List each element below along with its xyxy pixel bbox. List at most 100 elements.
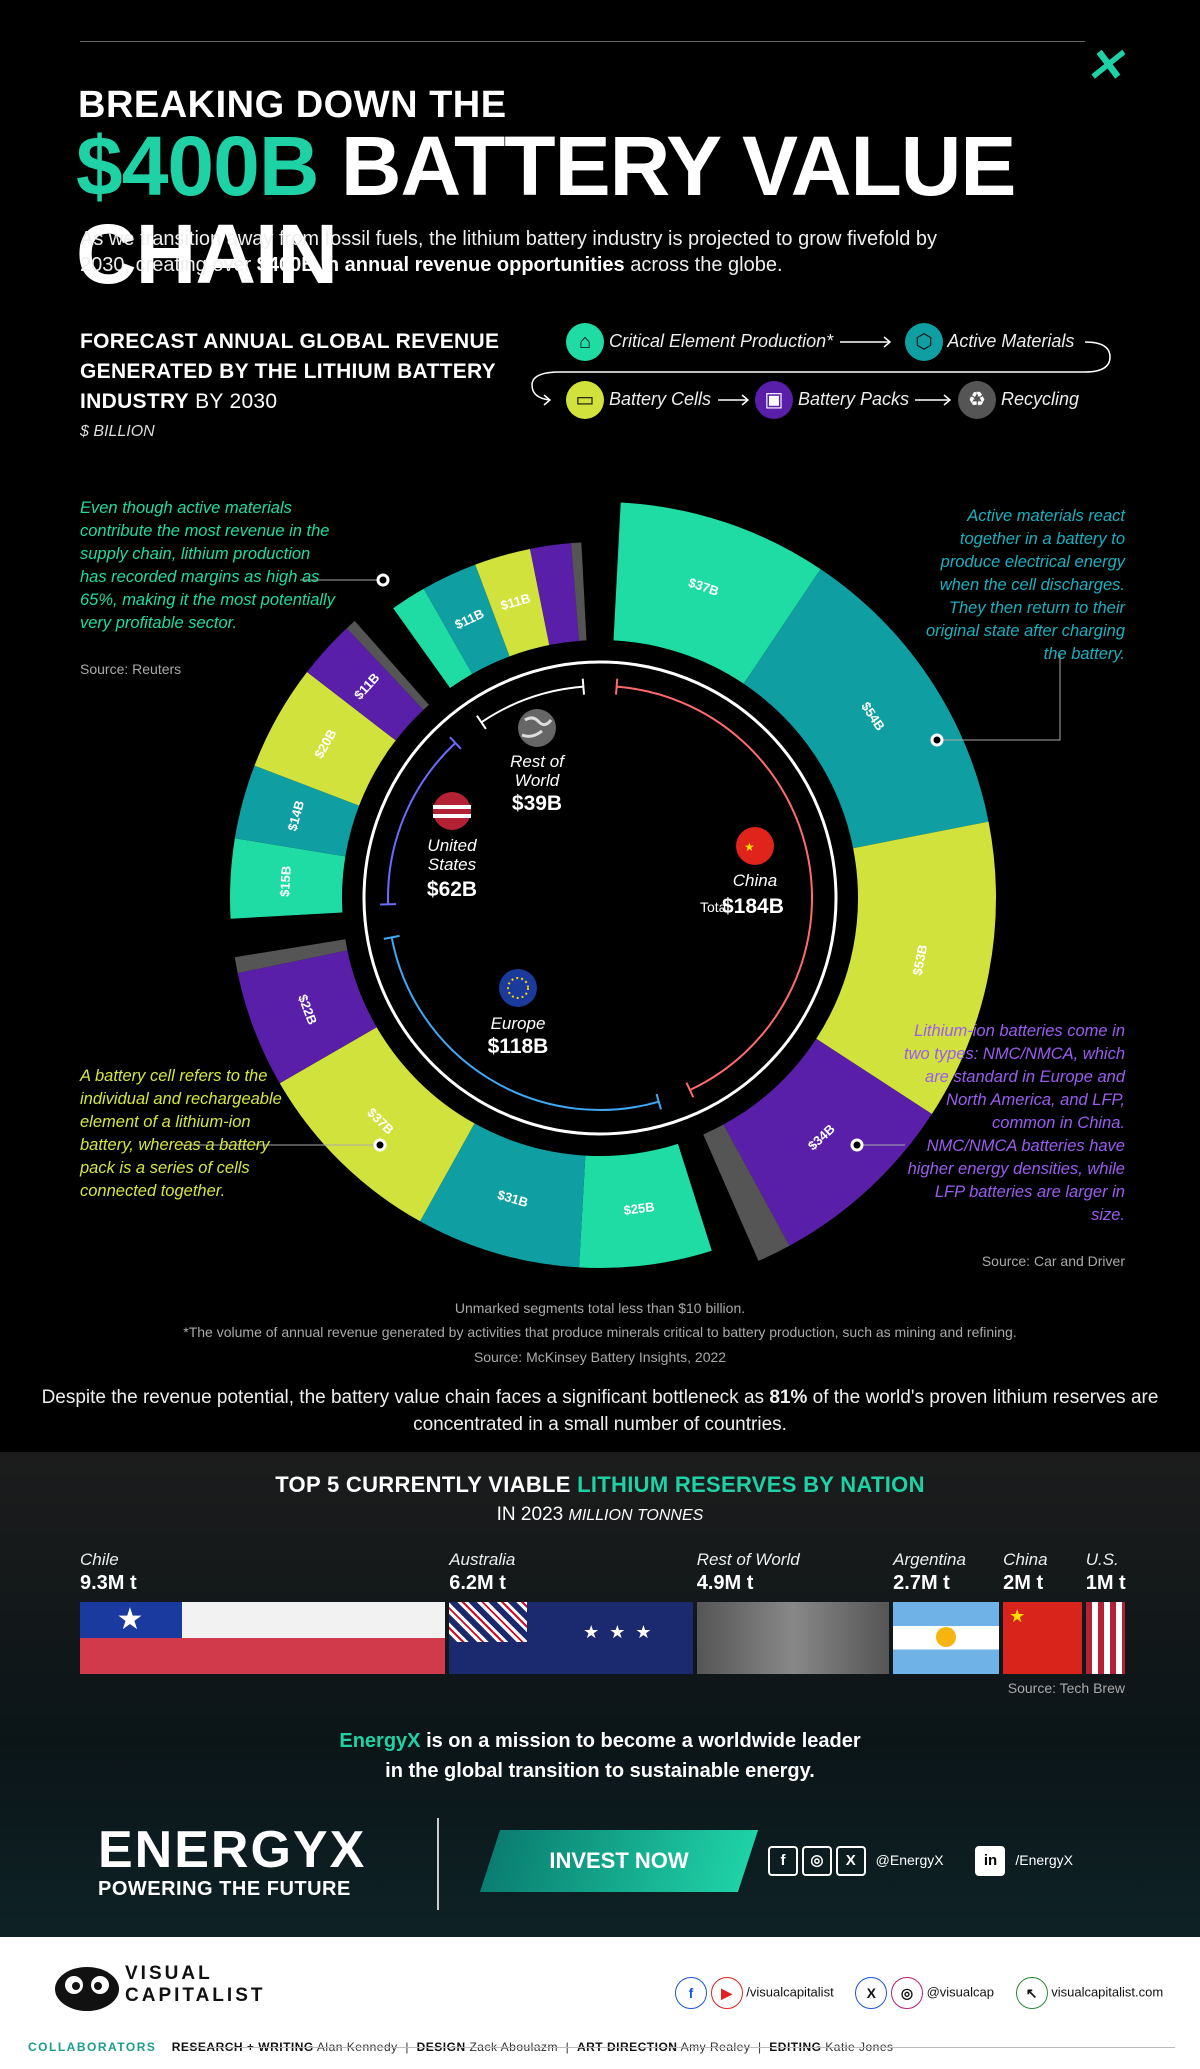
vc-handle-a[interactable]: /visualcapitalist xyxy=(746,1984,834,2000)
battery-icon: ▭ xyxy=(566,381,604,419)
reserves-source: Source: Tech Brew xyxy=(1007,1680,1125,1696)
linkedin-icon[interactable]: in xyxy=(975,1846,1006,1876)
legend-recycling-label: Recycling xyxy=(1001,388,1080,409)
vc-site[interactable]: visualcapitalist.com xyxy=(1051,1984,1164,2000)
facebook-icon[interactable]: f xyxy=(675,1977,707,2009)
reserve-label-4: China xyxy=(1003,1550,1048,1569)
reserves-subtitle: IN 2023 MILLION TONNES xyxy=(0,1504,1200,1526)
bracket-tick xyxy=(383,934,400,940)
argentina-flag-icon xyxy=(893,1602,1000,1674)
donut-segment-rest-of-world-4 xyxy=(571,542,587,641)
eu-flag-icon xyxy=(499,969,537,1007)
row-label: Rest of xyxy=(510,752,566,771)
energyx-handle[interactable]: @EnergyX xyxy=(875,1852,944,1868)
reserves-title: TOP 5 CURRENTLY VIABLE LITHIUM RESERVES … xyxy=(0,1472,1200,1498)
invest-now-button[interactable]: INVEST NOW xyxy=(549,1848,689,1873)
footnote-source: Source: McKinsey Battery Insights, 2022 xyxy=(473,1349,727,1365)
collab-heading: COLLABORATORS xyxy=(28,2040,157,2054)
legend-cells-label: Battery Cells xyxy=(609,388,712,409)
footnote-asterisk: *The volume of annual revenue generated … xyxy=(183,1324,1017,1340)
energyx-linkedin-handle[interactable]: /EnergyX xyxy=(1015,1852,1073,1868)
row-total: $39B xyxy=(512,792,562,815)
donut-segment-china-2 xyxy=(816,821,996,1115)
footer: VISUAL CAPITALIST f ▶ /visualcapitalist … xyxy=(0,1937,1200,2069)
donut-segment-china-0 xyxy=(613,502,821,684)
instagram-icon[interactable]: ◎ xyxy=(801,1846,832,1876)
x-icon[interactable]: X xyxy=(855,1977,888,2009)
legend-flow-arrows xyxy=(531,336,1111,406)
bracket-united-states xyxy=(387,742,457,905)
legend-active: ⬡ Active Materials xyxy=(905,323,1074,361)
note-packs: Lithium-ion batteries come in two types:… xyxy=(904,1022,1125,1224)
reserve-value-3: 2.7M t xyxy=(893,1572,950,1594)
donut-segments xyxy=(229,502,996,1268)
cursor-icon[interactable]: ↖ xyxy=(1015,1977,1048,2009)
vc-wordmark-1: VISUAL xyxy=(125,1963,213,1984)
china-total: $184B xyxy=(722,895,784,918)
reserve-value-2: 4.9M t xyxy=(696,1572,754,1594)
note-cells: A battery cell refers to the individual … xyxy=(80,1067,282,1200)
reserves-sub-pre: IN 2023 xyxy=(496,1504,569,1525)
vc-wordmark-2: CAPITALIST xyxy=(125,1985,266,2006)
callout-line-active xyxy=(937,655,1061,741)
bracket-tick xyxy=(581,678,585,695)
recycle-icon: ♻ xyxy=(958,381,996,419)
donut-segment-europe-3 xyxy=(237,950,377,1084)
chile-flag-icon: ★ xyxy=(80,1602,446,1674)
donut-segment-rest-of-world-0 xyxy=(393,588,473,689)
note-packs-source: Source: Car and Driver xyxy=(981,1253,1125,1269)
china-label: China xyxy=(733,871,777,890)
reserve-value-5: 1M t xyxy=(1085,1572,1126,1594)
donut-chart: $37B$54B$53B$34B$25B$31B$37B$22B$15B$14B… xyxy=(180,502,1061,1268)
footnote-unmarked: Unmarked segments total less than $10 bi… xyxy=(454,1300,746,1316)
legend-active-label: Active Materials xyxy=(947,330,1075,351)
legend-cells: ▭ Battery Cells xyxy=(566,381,711,419)
vc-handle-b[interactable]: @visualcap xyxy=(926,1984,994,2000)
china-total-prefix: Total xyxy=(700,899,730,915)
reserves-title-accent: LITHIUM RESERVES BY NATION xyxy=(577,1472,925,1497)
title-amount: $400B xyxy=(76,119,320,213)
us-label: United xyxy=(427,836,477,855)
donut-segment-united-states-2 xyxy=(254,672,396,806)
title-rest: BATTERY VALUE CHAIN xyxy=(76,119,1016,302)
reserve-value-4: 2M t xyxy=(1003,1572,1044,1594)
x-icon[interactable]: X xyxy=(835,1846,866,1876)
legend-packs-label: Battery Packs xyxy=(798,388,910,409)
australia-flag-icon: ★★★ xyxy=(449,1602,693,1674)
factory-icon: ⌂ xyxy=(566,323,604,361)
mission-line2: in the global transition to sustainable … xyxy=(385,1760,815,1782)
vc-social: f ▶ /visualcapitalist X ◎ @visualcap ↖ v… xyxy=(675,1977,1163,2009)
segment-value-label: $53B xyxy=(910,943,931,976)
donut-segment-europe-2 xyxy=(279,1027,475,1222)
segment-value-label: $25B xyxy=(623,1199,656,1218)
us-flag-icon xyxy=(1085,1602,1125,1674)
bottleneck-pre: Despite the revenue potential, the batte… xyxy=(41,1387,770,1408)
bracket-tick xyxy=(476,715,487,730)
china-flag-icon xyxy=(736,827,774,865)
donut-segment-rest-of-world-3 xyxy=(530,543,580,646)
legend-critical-label: Critical Element Production* xyxy=(609,330,834,351)
bottleneck-text: Despite the revenue potential, the batte… xyxy=(0,1384,1200,1438)
donut-segment-united-states-4 xyxy=(346,620,429,710)
donut-segment-europe-0 xyxy=(579,1143,712,1268)
note-critical-source: Source: Reuters xyxy=(80,661,182,677)
bracket-tick xyxy=(449,736,462,750)
bracket-tick xyxy=(615,678,619,695)
youtube-icon[interactable]: ▶ xyxy=(710,1977,743,2009)
donut-segment-united-states-0 xyxy=(229,838,346,919)
reserves-sub-unit: MILLION TONNES xyxy=(568,1507,704,1524)
footer-rule xyxy=(185,2047,1175,2048)
donut-segment-united-states-3 xyxy=(307,628,424,741)
instagram-icon[interactable]: ◎ xyxy=(890,1977,923,2009)
donut-segment-europe-4 xyxy=(234,939,348,974)
row-label-2: World xyxy=(515,771,560,790)
bracket-rest-of-world xyxy=(480,685,584,724)
callout-dot-cells xyxy=(373,1138,387,1152)
note-critical: Even though active materials contribute … xyxy=(80,499,335,632)
battery-pack-icon: ▣ xyxy=(755,381,793,419)
us-total: $62B xyxy=(427,878,477,901)
facebook-icon[interactable]: f xyxy=(768,1846,798,1876)
china-flag-icon: ★ xyxy=(1003,1602,1082,1674)
molecule-icon: ⬡ xyxy=(905,323,943,361)
title-line1: BREAKING DOWN THE xyxy=(78,84,507,126)
